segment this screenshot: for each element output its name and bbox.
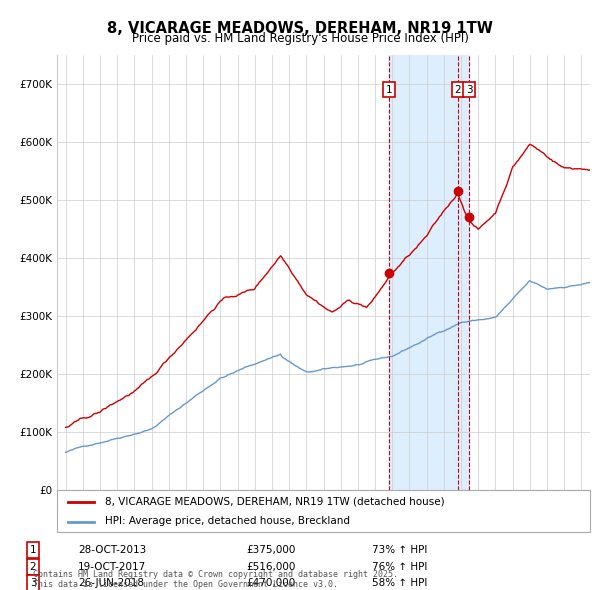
Text: 2: 2 [454,85,461,95]
Text: 2: 2 [29,562,37,572]
Text: 58% ↑ HPI: 58% ↑ HPI [372,578,427,588]
Text: 8, VICARAGE MEADOWS, DEREHAM, NR19 1TW (detached house): 8, VICARAGE MEADOWS, DEREHAM, NR19 1TW (… [105,497,445,507]
Bar [389,55,469,490]
Text: 76% ↑ HPI: 76% ↑ HPI [372,562,427,572]
Text: £470,000: £470,000 [246,578,295,588]
FancyBboxPatch shape [57,490,590,532]
Text: 3: 3 [466,85,473,95]
Text: 1: 1 [29,545,37,555]
Text: 28-OCT-2013: 28-OCT-2013 [78,545,146,555]
Text: HPI: Average price, detached house, Breckland: HPI: Average price, detached house, Brec… [105,516,350,526]
Text: £516,000: £516,000 [246,562,295,572]
Text: 3: 3 [29,578,37,588]
Text: 1: 1 [386,85,392,95]
Text: 19-OCT-2017: 19-OCT-2017 [78,562,146,572]
Text: Contains HM Land Registry data © Crown copyright and database right 2025.
This d: Contains HM Land Registry data © Crown c… [33,569,398,589]
Text: 26-JUN-2018: 26-JUN-2018 [78,578,144,588]
Text: Price paid vs. HM Land Registry's House Price Index (HPI): Price paid vs. HM Land Registry's House … [131,32,469,45]
Text: 8, VICARAGE MEADOWS, DEREHAM, NR19 1TW: 8, VICARAGE MEADOWS, DEREHAM, NR19 1TW [107,21,493,35]
Text: £375,000: £375,000 [246,545,295,555]
Text: 73% ↑ HPI: 73% ↑ HPI [372,545,427,555]
